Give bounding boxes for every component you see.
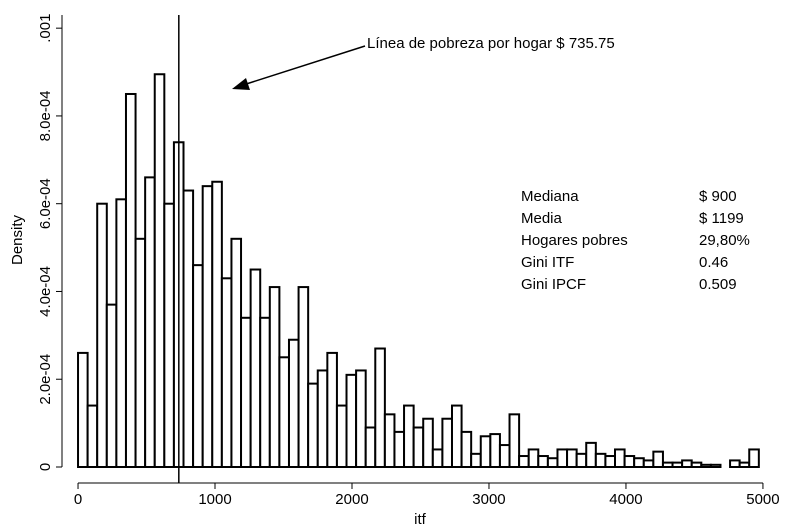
bar (192, 264, 204, 468)
bar (220, 277, 233, 468)
bar (681, 459, 693, 469)
stat-label: Gini ITF (521, 254, 574, 271)
bar (527, 448, 540, 468)
bar (546, 457, 559, 468)
bar (201, 185, 214, 468)
bar (134, 237, 147, 468)
y-tick-label: 0 (37, 463, 54, 471)
bar (364, 426, 377, 468)
bar (345, 373, 358, 469)
y-axis-label: Density (9, 214, 26, 265)
bar (163, 202, 175, 468)
bar (278, 356, 290, 468)
bar (115, 198, 127, 469)
bar (642, 459, 655, 469)
bar (144, 176, 156, 468)
bar (412, 426, 425, 468)
bar (374, 347, 386, 468)
bar (355, 369, 367, 468)
stat-value: $ 900 (699, 188, 737, 205)
bar (287, 338, 300, 468)
bar (259, 316, 271, 468)
bar (690, 461, 703, 469)
bar (623, 455, 636, 468)
bar (556, 448, 569, 468)
bar (182, 189, 195, 469)
arrow-head (232, 78, 250, 90)
stat-label: Gini IPCF (521, 276, 586, 293)
bar (450, 404, 463, 469)
bar (537, 455, 549, 468)
bar (297, 286, 310, 468)
stat-value: 29,80% (699, 232, 750, 249)
y-tick-label: 2.0e-04 (37, 354, 54, 405)
stat-value: 0.509 (699, 276, 737, 293)
bar (460, 430, 473, 469)
bar (326, 351, 338, 469)
x-axis-label: itf (414, 511, 427, 528)
bar (518, 455, 530, 468)
bar (431, 448, 444, 468)
bar (700, 463, 712, 468)
bar (105, 303, 118, 468)
bar (748, 448, 760, 468)
bar (240, 316, 252, 468)
bar (661, 461, 674, 469)
bar (633, 457, 645, 468)
x-tick-label: 2000 (335, 491, 368, 508)
bar (470, 452, 482, 469)
y-tick-label: 4.0e-04 (37, 266, 54, 317)
bar (566, 448, 578, 468)
x-tick-label: 1000 (198, 491, 231, 508)
bar (604, 455, 617, 468)
bar (441, 417, 453, 468)
x-tick-label: 3000 (472, 491, 505, 508)
bar (498, 444, 511, 469)
bar (230, 237, 243, 468)
bar (77, 351, 89, 469)
bar (671, 461, 684, 469)
bar (153, 73, 166, 469)
bar (211, 180, 223, 468)
bar (403, 404, 415, 469)
x-tick-label: 5000 (746, 491, 779, 508)
bar (335, 404, 348, 469)
bar (249, 268, 262, 468)
annotation-arrow (239, 45, 366, 87)
bar (594, 452, 607, 469)
stat-label: Mediana (521, 188, 579, 205)
stat-label: Media (521, 210, 563, 227)
bar (96, 202, 108, 468)
bar (729, 459, 741, 469)
bar (86, 404, 99, 469)
bar (585, 441, 597, 468)
bar (709, 463, 722, 468)
y-tick-label: 6.0e-04 (37, 178, 54, 229)
x-tick-label: 0 (74, 491, 82, 508)
bar (508, 413, 521, 469)
bar (268, 286, 281, 468)
bar (316, 369, 329, 468)
bar (575, 452, 588, 469)
annotation: Línea de pobreza por hogar $ 735.75 (367, 35, 615, 52)
x-tick-label: 4000 (609, 491, 642, 508)
bar (383, 413, 396, 469)
bar (738, 461, 751, 469)
bar (479, 435, 492, 469)
y-tick-label: .001 (37, 14, 54, 43)
bar (124, 92, 137, 468)
y-tick-label: 8.0e-04 (37, 90, 54, 141)
bar (652, 450, 664, 469)
stat-value: $ 1199 (699, 210, 744, 227)
stat-label: Hogares pobres (521, 232, 628, 249)
bar (489, 433, 501, 468)
bar (614, 448, 626, 468)
bar (393, 430, 406, 469)
stat-value: 0.46 (699, 254, 728, 271)
bar (307, 382, 319, 469)
bar (422, 417, 434, 468)
